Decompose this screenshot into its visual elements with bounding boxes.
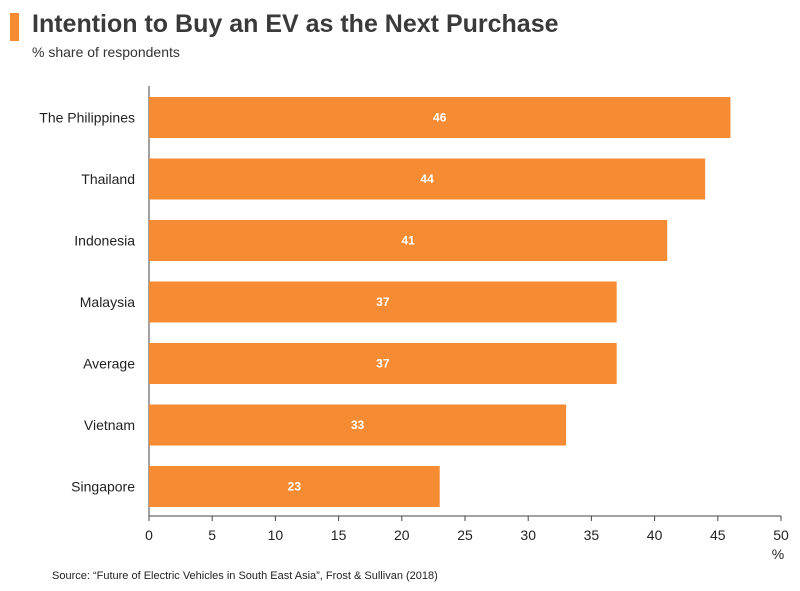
- data-label: 41: [401, 234, 415, 248]
- x-tick-label: 25: [457, 527, 473, 543]
- category-label: Singapore: [71, 479, 135, 495]
- data-label: 37: [376, 295, 390, 309]
- x-tick-label: 0: [145, 527, 153, 543]
- bar: [149, 158, 706, 200]
- category-label: Indonesia: [74, 233, 135, 249]
- chart-subtitle: % share of respondents: [32, 44, 180, 60]
- category-label: Thailand: [81, 171, 135, 187]
- data-label: 37: [376, 357, 390, 371]
- data-label: 23: [288, 480, 302, 494]
- x-tick-label: 15: [331, 527, 347, 543]
- x-tick-label: 50: [773, 527, 789, 543]
- bar: [149, 343, 617, 384]
- bar: [149, 466, 440, 507]
- chart-title: Intention to Buy an EV as the Next Purch…: [32, 10, 559, 38]
- x-axis-label: %: [772, 546, 784, 562]
- bar: [149, 281, 617, 323]
- x-tick-label: 40: [647, 527, 663, 543]
- x-tick-label: 35: [584, 527, 600, 543]
- x-tick-label: 5: [208, 527, 216, 543]
- category-label: Malaysia: [80, 294, 135, 310]
- bar: [149, 97, 731, 138]
- data-label: 46: [433, 111, 447, 125]
- data-label: 33: [351, 418, 365, 432]
- x-tick-label: 20: [394, 527, 410, 543]
- bar: [149, 220, 668, 261]
- x-tick-label: 30: [520, 527, 536, 543]
- category-label: Average: [83, 356, 135, 372]
- source-note: Source: “Future of Electric Vehicles in …: [52, 570, 438, 582]
- category-label: The Philippines: [39, 110, 135, 126]
- x-tick-label: 45: [710, 527, 726, 543]
- title-accent-bar: [10, 13, 19, 41]
- x-tick-label: 10: [268, 527, 284, 543]
- category-label: Vietnam: [84, 417, 135, 433]
- data-label: 44: [420, 172, 434, 186]
- bar: [149, 404, 567, 446]
